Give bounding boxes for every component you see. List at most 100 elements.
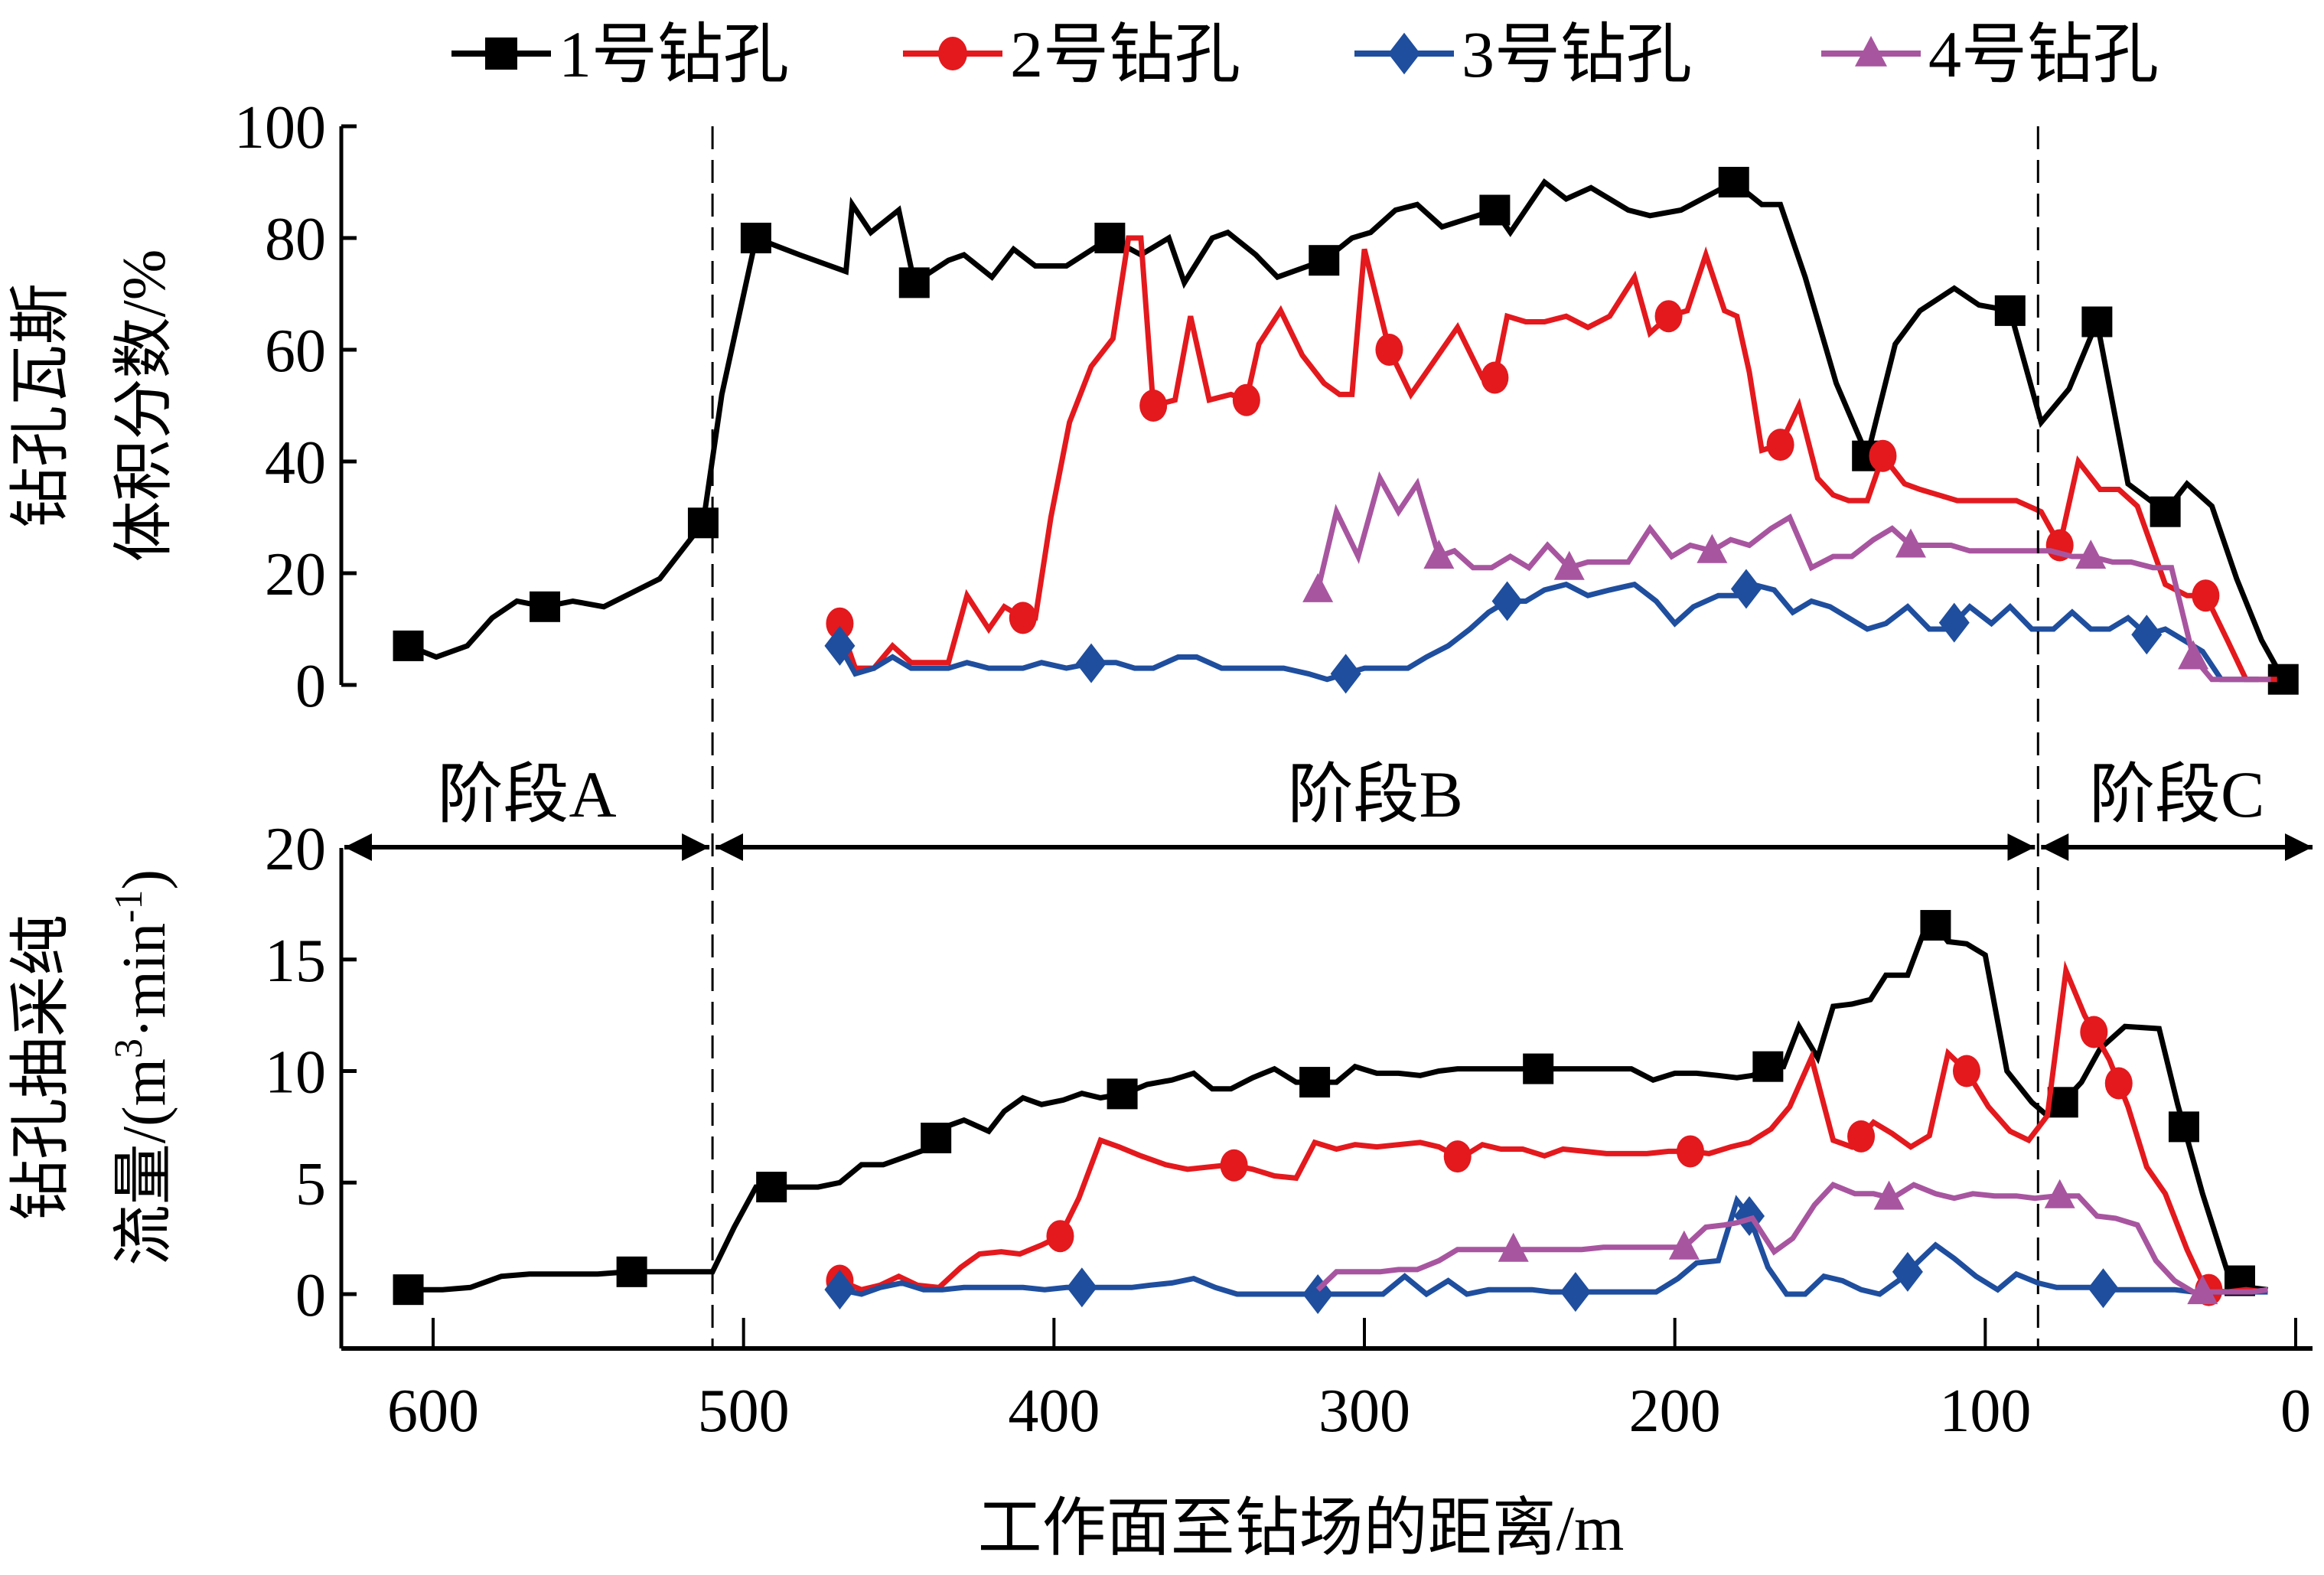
data-point-square [740, 223, 771, 253]
series-line [408, 911, 2268, 1293]
bottom-ylabel-main: 流量/(m [111, 1058, 178, 1266]
series-4号钻孔 [1315, 1179, 2268, 1305]
data-point-circle [1232, 383, 1260, 416]
data-point-square [616, 1256, 647, 1287]
series-line [839, 960, 2265, 1295]
bottom-ylabel-sup2: -1 [107, 890, 151, 923]
legend-item: 2号钻孔 [903, 18, 1240, 91]
x-tick-label: 500 [698, 1378, 790, 1445]
data-point-diamond [1938, 602, 1970, 643]
series-line [837, 235, 2277, 683]
stage-label: 阶段C [2089, 758, 2264, 831]
top-y-axis: 0 20 40 60 80 100 [234, 94, 357, 720]
data-point-square [1752, 1051, 1784, 1082]
data-point-square [393, 1274, 424, 1306]
x-axis: 600 500 400 300 200 100 0 [387, 1318, 2311, 1445]
data-point-square [1523, 1053, 1554, 1084]
series-4号钻孔 [1302, 471, 2271, 683]
top-panel: 0 20 40 60 80 100 钻孔瓦斯 体积分数/% [8, 94, 2299, 720]
data-point-diamond [2131, 615, 2163, 655]
legend-item: 1号钻孔 [451, 18, 789, 91]
series-2号钻孔 [826, 960, 2265, 1306]
bottom-y-tick-label: 10 [265, 1039, 326, 1107]
data-point-triangle [2178, 640, 2209, 670]
data-point-circle [1220, 1149, 1248, 1182]
legend-label: 2号钻孔 [1010, 18, 1240, 91]
data-point-square [1299, 1067, 1331, 1098]
x-tick-label: 400 [1008, 1378, 1100, 1445]
data-point-triangle [1697, 533, 1728, 563]
data-point-circle [1766, 429, 1794, 461]
bottom-ylabel-close: ) [111, 869, 178, 890]
data-point-diamond [824, 625, 856, 666]
data-point-circle [1847, 1120, 1876, 1153]
bottom-ylabel-sup1: 3 [107, 1039, 151, 1058]
bottom-y-tick-label: 20 [265, 816, 326, 883]
data-point-diamond [824, 1270, 856, 1310]
data-point-circle [2080, 1016, 2108, 1048]
data-point-circle [1952, 1055, 1980, 1088]
data-point-circle [1139, 390, 1168, 422]
x-tick-label: 100 [1939, 1378, 2031, 1445]
data-point-square [1479, 194, 1511, 226]
data-point-circle [1654, 300, 1683, 333]
data-point-diamond [1066, 1267, 1097, 1308]
data-point-triangle [1553, 550, 1585, 580]
data-point-square [530, 591, 561, 622]
stage-label: 阶段B [1288, 758, 1463, 831]
series-2号钻孔 [826, 235, 2277, 683]
bottom-ylabel-line2: 流量/(m3·min-1) [107, 869, 178, 1266]
legend-label: 3号钻孔 [1462, 18, 1692, 91]
data-point-square [921, 1122, 952, 1153]
legend-item: 3号钻孔 [1354, 18, 1692, 91]
series-line [1315, 471, 2271, 683]
top-ylabel-line1: 钻孔瓦斯 [8, 283, 75, 528]
data-point-square [393, 630, 424, 661]
data-point-square [1309, 245, 1340, 276]
series-1号钻孔 [393, 167, 2299, 695]
data-point-square [2168, 1111, 2199, 1143]
bottom-y-tick-label: 0 [295, 1262, 326, 1329]
data-point-triangle [1855, 35, 1887, 67]
data-point-triangle [2187, 1275, 2218, 1305]
x-axis-label: 工作面至钻场的距离/m [978, 1493, 1625, 1564]
data-point-circle [938, 36, 967, 71]
top-y-tick-label: 100 [234, 94, 326, 161]
x-tick-label: 600 [387, 1378, 479, 1445]
data-point-circle [1481, 361, 1509, 394]
data-point-circle [2192, 579, 2220, 612]
data-point-circle [1443, 1140, 1472, 1173]
data-point-diamond [1491, 581, 1523, 621]
data-point-square [1718, 167, 1749, 197]
data-point-diamond [1730, 569, 1762, 609]
data-point-triangle [2044, 1179, 2075, 1208]
data-point-triangle [1668, 1230, 1700, 1260]
data-point-square [1920, 910, 1951, 941]
data-point-square [1094, 223, 1126, 253]
data-point-diamond [2088, 1268, 2119, 1309]
top-y-tick-label: 80 [265, 206, 326, 273]
data-point-square [2150, 496, 2181, 527]
legend-label: 1号钻孔 [559, 18, 789, 91]
legend-label: 4号钻孔 [1928, 18, 2159, 91]
x-tick-label: 300 [1318, 1378, 1410, 1445]
series-3号钻孔 [824, 1195, 2268, 1314]
data-point-square [1994, 295, 2026, 326]
data-point-square [687, 507, 719, 539]
top-y-tick-label: 0 [295, 653, 326, 720]
series-line [1315, 1182, 2268, 1295]
data-point-square [898, 267, 930, 298]
bottom-series-group [393, 910, 2268, 1314]
top-y-tick-label: 60 [265, 318, 326, 385]
series-line [837, 581, 2259, 683]
bottom-ylabel-mid: ·min [111, 923, 178, 1039]
data-point-square [485, 38, 517, 70]
stage-annotations: 阶段A 阶段B 阶段C [344, 126, 2313, 1348]
x-tick-label: 0 [2280, 1378, 2311, 1445]
bottom-y-tick-label: 5 [295, 1150, 326, 1218]
data-point-circle [1676, 1135, 1704, 1168]
data-point-diamond [1388, 32, 1420, 75]
data-point-square [756, 1172, 787, 1203]
data-point-circle [1375, 334, 1403, 366]
